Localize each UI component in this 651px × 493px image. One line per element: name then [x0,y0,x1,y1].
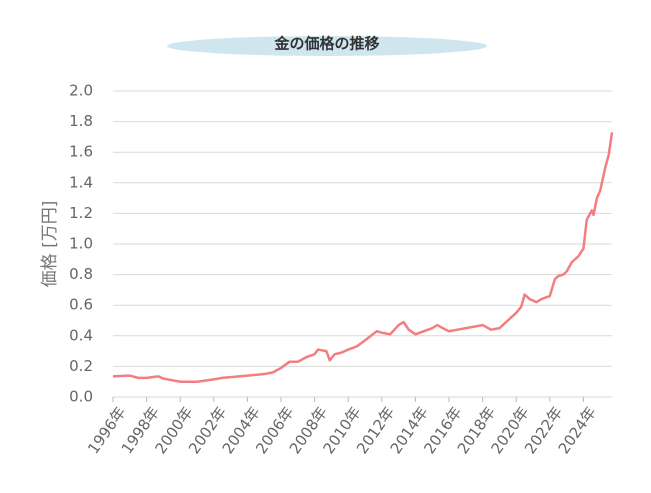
y-tick-label: 0.0 [69,388,93,406]
y-tick-label: 1.2 [69,204,93,222]
y-tick-label: 1.8 [69,112,93,130]
y-tick-label: 0.6 [69,296,93,314]
chart-title: 金の価格の推移 [273,35,379,53]
line [112,132,614,383]
y-tick-label: 2.0 [69,82,93,100]
y-tick-label: 1.6 [69,143,93,161]
y-axis-label: 価格 [万円] [40,201,60,288]
y-tick-label: 0.4 [69,326,93,344]
y-tick-label: 1.4 [69,173,93,191]
y-tick-label: 0.8 [69,265,93,283]
y-tick-label: 1.0 [69,235,93,253]
title-backdrop [167,36,487,56]
y-tick-label: 0.2 [69,357,93,375]
